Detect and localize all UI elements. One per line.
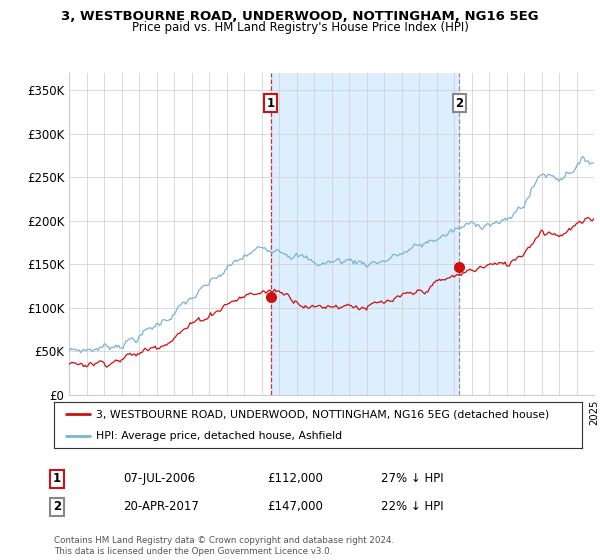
- Text: £147,000: £147,000: [267, 500, 323, 514]
- Text: Contains HM Land Registry data © Crown copyright and database right 2024.
This d: Contains HM Land Registry data © Crown c…: [54, 536, 394, 556]
- Text: 2: 2: [455, 97, 463, 110]
- Text: 3, WESTBOURNE ROAD, UNDERWOOD, NOTTINGHAM, NG16 5EG: 3, WESTBOURNE ROAD, UNDERWOOD, NOTTINGHA…: [61, 10, 539, 23]
- Text: 27% ↓ HPI: 27% ↓ HPI: [381, 472, 443, 486]
- Text: £112,000: £112,000: [267, 472, 323, 486]
- Text: 22% ↓ HPI: 22% ↓ HPI: [381, 500, 443, 514]
- Text: 2: 2: [53, 500, 61, 514]
- Text: 1: 1: [53, 472, 61, 486]
- Text: HPI: Average price, detached house, Ashfield: HPI: Average price, detached house, Ashf…: [96, 431, 343, 441]
- Text: Price paid vs. HM Land Registry's House Price Index (HPI): Price paid vs. HM Land Registry's House …: [131, 21, 469, 34]
- Text: 07-JUL-2006: 07-JUL-2006: [123, 472, 195, 486]
- Bar: [271, 73, 459, 395]
- Text: 1: 1: [266, 97, 275, 110]
- Text: 3, WESTBOURNE ROAD, UNDERWOOD, NOTTINGHAM, NG16 5EG (detached house): 3, WESTBOURNE ROAD, UNDERWOOD, NOTTINGHA…: [96, 409, 550, 419]
- Text: 20-APR-2017: 20-APR-2017: [123, 500, 199, 514]
